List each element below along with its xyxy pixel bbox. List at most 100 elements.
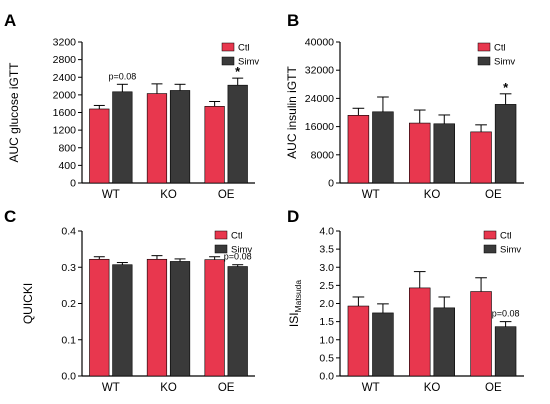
y-tick-label: 800 bbox=[58, 142, 76, 154]
bar-simv-wt bbox=[112, 91, 133, 184]
legend-label-ctl: Ctl bbox=[238, 43, 250, 54]
y-tick-label: 0.1 bbox=[61, 334, 76, 346]
x-tick-label: KO bbox=[424, 382, 441, 394]
panel-b: B 0 8000 16000 24000 32000 40000 AUC insulin iG… bbox=[285, 11, 524, 201]
y-tick-label: 2400 bbox=[53, 72, 77, 84]
x-tick-label: WT bbox=[102, 189, 120, 201]
legend-swatch-simv bbox=[214, 244, 228, 254]
panel-a: A 0 400 800 1200 1600 2000 2400 2800 3200 AUC gluc… bbox=[4, 11, 259, 201]
legend-swatch-ctl bbox=[477, 42, 491, 52]
x-tick-label: KO bbox=[160, 382, 177, 394]
y-tick-label: 2.0 bbox=[319, 298, 334, 310]
y-tick-label: 3200 bbox=[53, 37, 77, 49]
bar-ctl-wt bbox=[347, 305, 370, 377]
legend-label-simv: Simv bbox=[238, 57, 259, 68]
y-tick-label: 2000 bbox=[53, 89, 77, 101]
y-tick-label: 400 bbox=[58, 160, 76, 172]
y-tick-label: 1.5 bbox=[319, 316, 334, 328]
legend-label-simv: Simv bbox=[231, 245, 252, 256]
bar-ctl-oe bbox=[470, 131, 492, 184]
x-tick-label: OE bbox=[485, 382, 502, 394]
x-tick-label: OE bbox=[485, 189, 502, 201]
bar-ctl-ko bbox=[409, 287, 431, 377]
significance-star: * bbox=[235, 64, 241, 79]
legend-label-simv: Simv bbox=[500, 245, 521, 256]
y-tick-label: 0.0 bbox=[61, 371, 76, 383]
legend-swatch-simv bbox=[221, 56, 235, 66]
x-tick-label: KO bbox=[424, 189, 441, 201]
bar-ctl-ko bbox=[146, 93, 168, 184]
panel-letter: D bbox=[287, 207, 299, 226]
bar-ctl-oe bbox=[470, 291, 492, 377]
panel-letter: B bbox=[287, 11, 299, 30]
bar-simv-wt bbox=[372, 312, 394, 377]
y-axis-label: AUC insulin iGTT bbox=[285, 65, 299, 158]
y-tick-label: 16000 bbox=[305, 121, 334, 133]
x-tick-label: OE bbox=[218, 189, 235, 201]
legend-label-ctl: Ctl bbox=[231, 231, 243, 242]
bar-ctl-ko bbox=[146, 258, 168, 377]
bar-ctl-wt bbox=[89, 258, 110, 377]
y-tick-label: 0 bbox=[328, 178, 334, 190]
bar-simv-wt bbox=[112, 264, 133, 377]
legend-swatch-ctl bbox=[214, 230, 228, 240]
y-tick-label: 0.0 bbox=[319, 371, 334, 383]
p-value-annotation: p=0.08 bbox=[224, 252, 252, 262]
bar-simv-wt bbox=[372, 111, 394, 184]
y-tick-label: 0.4 bbox=[61, 226, 76, 238]
significance-star: * bbox=[503, 80, 509, 95]
bar-ctl-wt bbox=[347, 115, 370, 184]
bar-simv-ko bbox=[169, 261, 191, 377]
x-tick-label: KO bbox=[160, 189, 177, 201]
y-tick-label: 4.0 bbox=[319, 226, 334, 238]
panel-c: C 0.0 0.1 0.2 0.3 0.4 QUICKI WT KO OE p=0.08 Ctl Sim… bbox=[4, 207, 255, 394]
bar-simv-oe bbox=[494, 326, 517, 377]
panel-letter: C bbox=[4, 207, 16, 226]
y-tick-label: 0.3 bbox=[61, 262, 76, 274]
y-tick-label: 32000 bbox=[305, 65, 334, 77]
panel-letter: A bbox=[4, 11, 16, 30]
legend-label-ctl: Ctl bbox=[500, 231, 512, 242]
legend-swatch-simv bbox=[477, 56, 491, 66]
x-tick-label: WT bbox=[102, 382, 120, 394]
bar-simv-ko bbox=[433, 123, 455, 184]
legend-swatch-simv bbox=[483, 244, 497, 254]
y-tick-label: 1.0 bbox=[319, 334, 334, 346]
y-axis-label: AUC glucose iGTT bbox=[7, 62, 21, 163]
legend-swatch-ctl bbox=[483, 230, 497, 240]
y-tick-label: 0.5 bbox=[319, 352, 334, 364]
y-tick-label: 0.2 bbox=[61, 298, 76, 310]
bar-ctl-oe bbox=[204, 106, 225, 184]
y-tick-label: 1200 bbox=[53, 125, 77, 137]
y-tick-label: 40000 bbox=[305, 37, 334, 49]
legend-label-simv: Simv bbox=[494, 57, 515, 68]
y-tick-label: 24000 bbox=[305, 93, 334, 105]
p-value-annotation: p=0.08 bbox=[492, 309, 520, 319]
bar-ctl-wt bbox=[89, 108, 110, 184]
bar-simv-oe bbox=[494, 104, 517, 184]
y-axis-label-main: ISI bbox=[287, 312, 301, 327]
y-tick-label: 0 bbox=[70, 178, 76, 190]
x-tick-label: OE bbox=[218, 382, 235, 394]
legend-swatch-ctl bbox=[221, 42, 235, 52]
bar-ctl-ko bbox=[409, 122, 431, 184]
x-tick-label: WT bbox=[362, 382, 380, 394]
y-tick-label: 1600 bbox=[53, 107, 77, 119]
y-tick-label: 2.5 bbox=[319, 280, 334, 292]
bar-simv-oe bbox=[227, 266, 248, 377]
y-tick-label: 8000 bbox=[311, 149, 335, 161]
y-tick-label: 3.5 bbox=[319, 244, 334, 256]
bar-simv-ko bbox=[433, 307, 455, 377]
x-tick-label: WT bbox=[362, 189, 380, 201]
y-axis-label: ISIMatsuda bbox=[287, 280, 303, 328]
y-tick-label: 2800 bbox=[53, 54, 77, 66]
y-tick-label: 3.0 bbox=[319, 262, 334, 274]
y-axis-label: QUICKI bbox=[21, 283, 35, 324]
y-axis-label-sub: Matsuda bbox=[293, 280, 303, 313]
panel-d: D 0.0 0.5 1.0 1.5 2.0 2.5 3.0 3.5 4.0 ISIMatsuda WT… bbox=[287, 207, 524, 394]
bar-simv-ko bbox=[169, 90, 191, 184]
bar-simv-oe bbox=[227, 84, 248, 184]
p-value-annotation: p=0.08 bbox=[108, 71, 136, 81]
bar-ctl-oe bbox=[204, 259, 225, 377]
